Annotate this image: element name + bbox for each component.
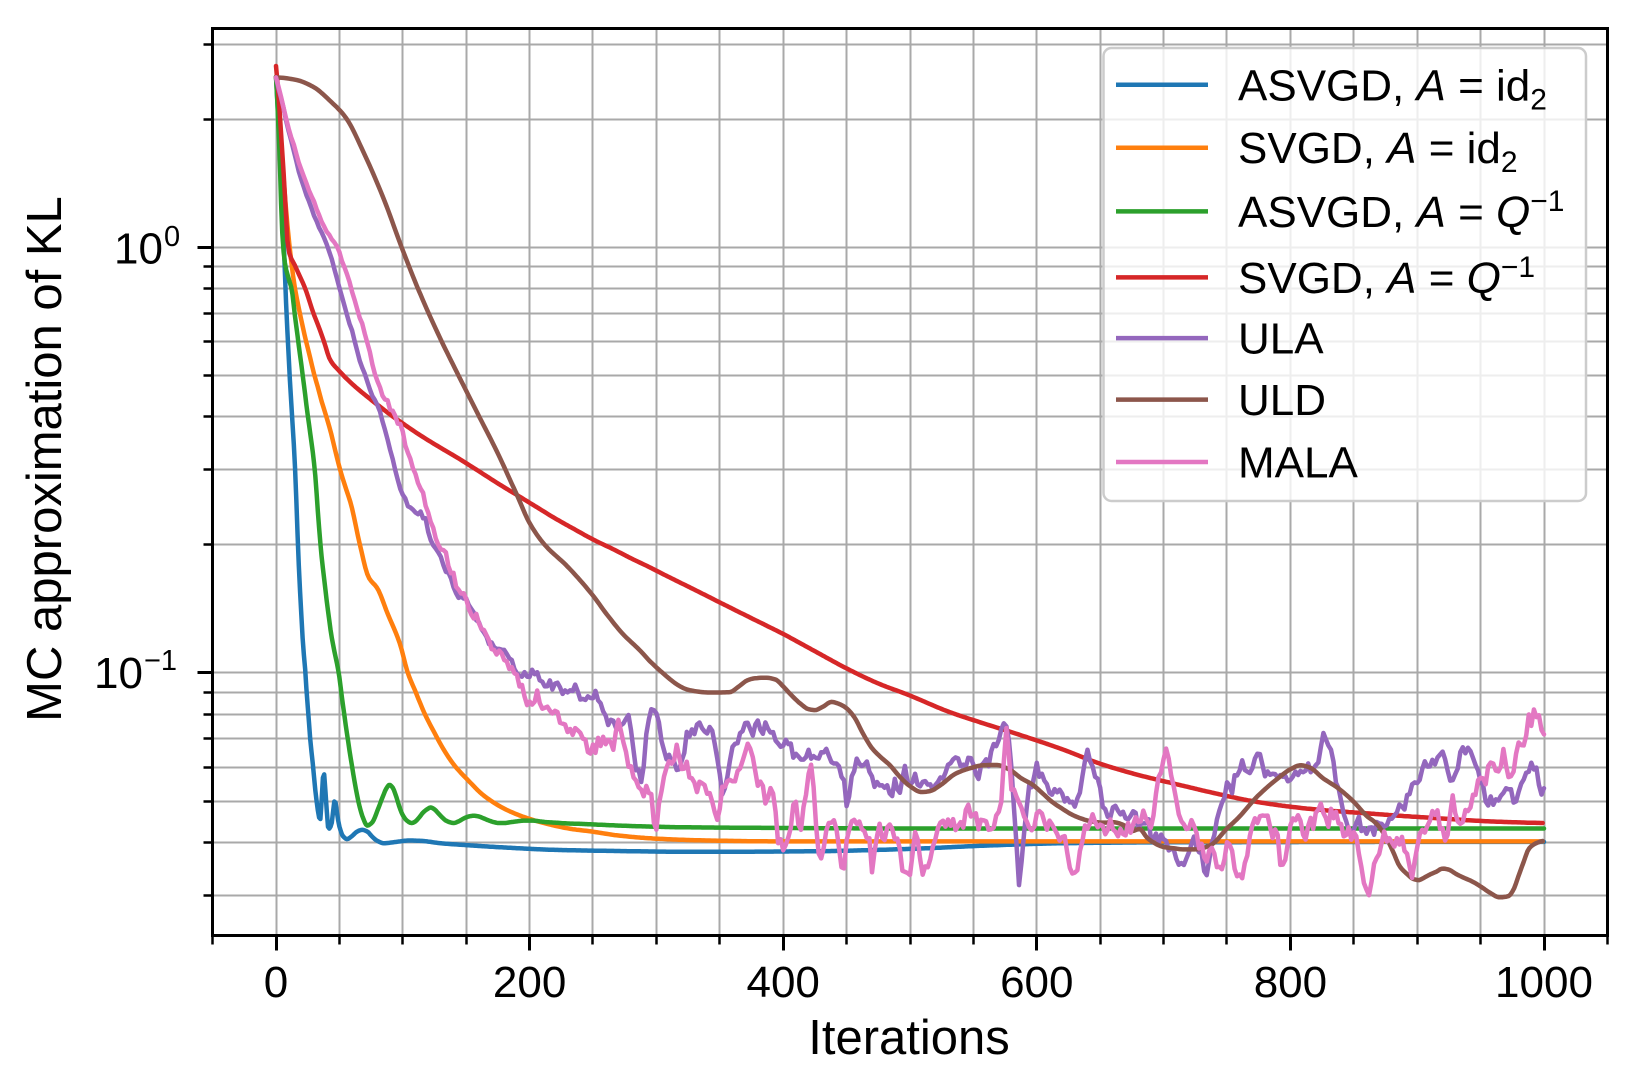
svg-text:10: 10	[94, 649, 143, 698]
svg-text:MC approximation of KL: MC approximation of KL	[18, 196, 72, 722]
svg-text:ASVGD, A = Q−1: ASVGD, A = Q−1	[1238, 185, 1564, 237]
svg-text:Iterations: Iterations	[808, 1011, 1010, 1065]
svg-text:ULD: ULD	[1238, 376, 1326, 425]
svg-text:800: 800	[1254, 958, 1327, 1007]
svg-text:ULA: ULA	[1238, 315, 1324, 364]
svg-text:0: 0	[264, 958, 288, 1007]
svg-text:−1: −1	[144, 645, 177, 677]
svg-text:600: 600	[1000, 958, 1073, 1007]
svg-text:400: 400	[746, 958, 819, 1007]
svg-text:1000: 1000	[1495, 958, 1593, 1007]
svg-text:0: 0	[164, 221, 180, 253]
svg-text:10: 10	[114, 225, 163, 274]
svg-text:SVGD, A = Q−1: SVGD, A = Q−1	[1238, 251, 1535, 303]
svg-text:200: 200	[493, 958, 566, 1007]
svg-text:ASVGD, A = id2: ASVGD, A = id2	[1238, 61, 1547, 116]
svg-text:SVGD, A = id2: SVGD, A = id2	[1238, 124, 1518, 179]
svg-text:MALA: MALA	[1238, 439, 1358, 488]
